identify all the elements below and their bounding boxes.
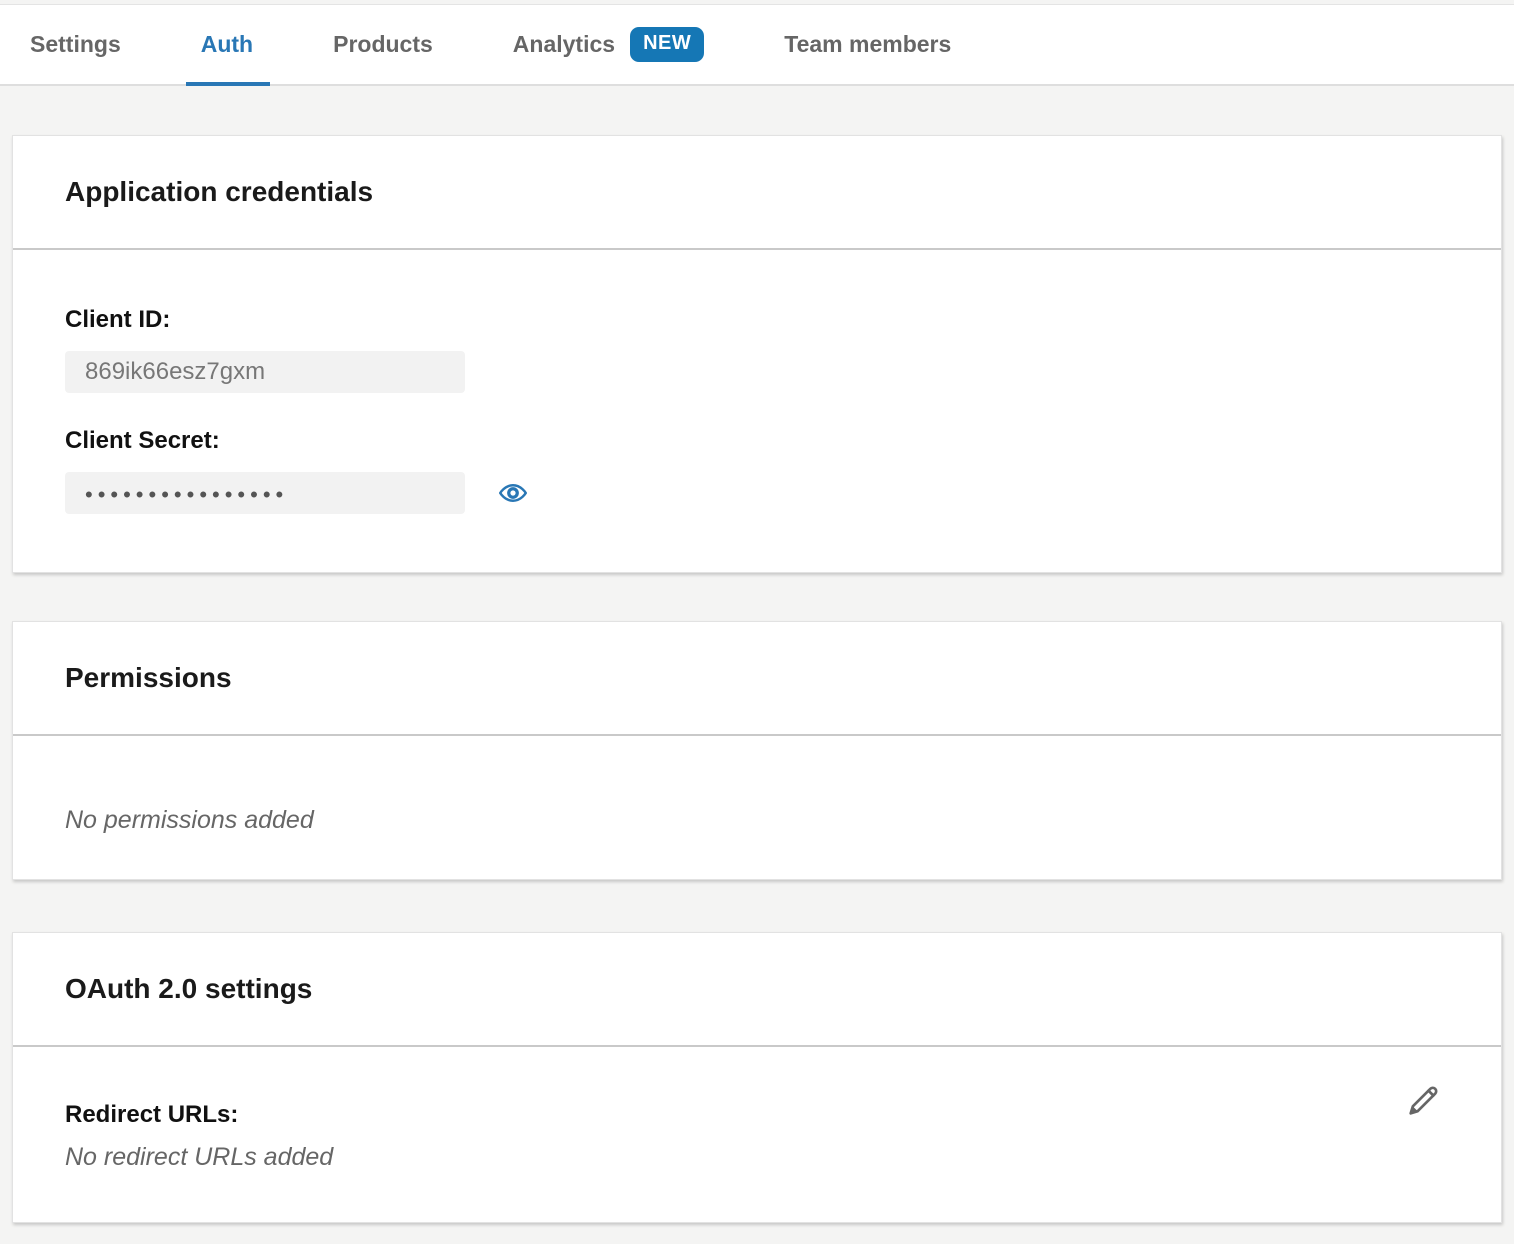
tab-analytics[interactable]: Analytics NEW (512, 5, 705, 84)
application-credentials-title: Application credentials (65, 176, 374, 207)
tab-team-members-label: Team members (784, 31, 952, 57)
client-secret-label: Client Secret: (65, 427, 220, 454)
client-secret-masked-value: •••••••••••••••• (85, 482, 289, 507)
new-badge: NEW (630, 27, 705, 62)
permissions-body: No permissions added (13, 736, 1501, 879)
application-credentials-body: Client ID: 869ik66esz7gxm Client Secret:… (13, 250, 1501, 572)
tab-analytics-label: Analytics (512, 31, 616, 57)
client-secret-row: •••••••••••••••• (65, 472, 1449, 514)
permissions-empty-text: No permissions added (65, 806, 314, 834)
client-id-label: Client ID: (65, 306, 171, 333)
client-id-value-box[interactable]: 869ik66esz7gxm (65, 351, 465, 393)
application-credentials-header: Application credentials (13, 136, 1501, 250)
redirect-urls-label: Redirect URLs: (65, 1101, 239, 1128)
permissions-title: Permissions (65, 662, 232, 693)
client-id-value: 869ik66esz7gxm (85, 358, 266, 385)
tab-settings-label: Settings (30, 31, 121, 57)
permissions-header: Permissions (13, 622, 1501, 736)
oauth-settings-title: OAuth 2.0 settings (65, 973, 313, 1004)
oauth-settings-body: Redirect URLs: No redirect URLs added (13, 1047, 1501, 1222)
pencil-icon (1403, 1081, 1443, 1121)
reveal-secret-button[interactable] (495, 475, 531, 511)
tab-bar: Settings Auth Products Analytics NEW Tea… (0, 4, 1514, 86)
redirect-urls-empty-text: No redirect URLs added (65, 1143, 334, 1171)
tab-settings[interactable]: Settings (30, 5, 121, 84)
tab-auth[interactable]: Auth (185, 5, 271, 86)
tab-auth-label: Auth (200, 31, 254, 57)
tab-products[interactable]: Products (333, 5, 433, 84)
oauth-settings-card: OAuth 2.0 settings Redirect URLs: No red… (12, 932, 1502, 1223)
edit-redirect-urls-button[interactable] (1401, 1079, 1445, 1123)
oauth-settings-header: OAuth 2.0 settings (13, 933, 1501, 1047)
permissions-card: Permissions No permissions added (12, 621, 1502, 880)
client-secret-value-box[interactable]: •••••••••••••••• (65, 472, 465, 514)
tab-products-label: Products (333, 31, 433, 57)
eye-icon (496, 478, 530, 508)
tab-team-members[interactable]: Team members (784, 5, 951, 84)
application-credentials-card: Application credentials Client ID: 869ik… (12, 135, 1502, 573)
